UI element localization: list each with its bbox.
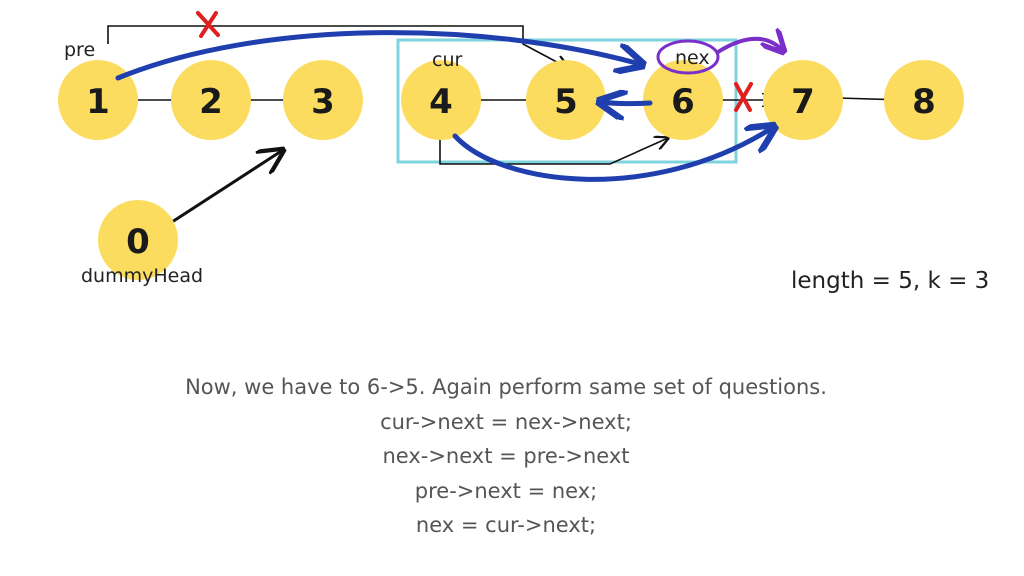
node-4-label: 4 bbox=[429, 82, 453, 122]
caption-line-1: Now, we have to 6->5. Again perform same… bbox=[185, 375, 827, 399]
node-0-label: 0 bbox=[126, 222, 150, 262]
dummy-head-label: dummyHead bbox=[81, 265, 203, 287]
node-5-label: 5 bbox=[554, 82, 578, 122]
new-link-1-to-6 bbox=[115, 30, 640, 81]
node-3 bbox=[283, 60, 363, 140]
cross-mark-6-to-7 bbox=[734, 82, 753, 112]
new-link-6-to-5 bbox=[602, 102, 653, 104]
nex-label: nex bbox=[675, 47, 710, 69]
old-link-1-to-5 bbox=[107, 25, 568, 68]
removed-link-marks bbox=[196, 11, 753, 112]
node-2 bbox=[171, 60, 251, 140]
node-5 bbox=[526, 60, 606, 140]
nex-highlight-circle bbox=[656, 39, 720, 75]
node-6-label: 6 bbox=[671, 82, 695, 122]
node-3-label: 3 bbox=[311, 82, 335, 122]
node-1-label: 1 bbox=[86, 82, 110, 122]
pre-label: pre bbox=[64, 39, 95, 61]
node-0 bbox=[98, 200, 178, 280]
node-labels: 1 2 3 4 5 6 7 8 0 bbox=[86, 82, 936, 262]
node-8 bbox=[884, 60, 964, 140]
caption-line-3: nex->next = pre->next bbox=[382, 444, 630, 468]
node-2-label: 2 bbox=[199, 82, 223, 122]
node-7-label: 7 bbox=[791, 82, 815, 122]
explanation-caption: Now, we have to 6->5. Again perform same… bbox=[0, 370, 1012, 543]
caption-line-2: cur->next = nex->next; bbox=[380, 409, 632, 434]
old-link-4-to-6 bbox=[439, 138, 668, 165]
nex-move-arrow bbox=[716, 39, 782, 52]
node-6 bbox=[643, 60, 723, 140]
link-0-to-3 bbox=[171, 150, 283, 224]
reverse-window-box bbox=[396, 38, 738, 164]
length-k-info: length = 5, k = 3 bbox=[791, 268, 990, 294]
cur-label: cur bbox=[432, 49, 462, 71]
cross-mark-top bbox=[196, 11, 220, 38]
caption-line-4: pre->next = nex; bbox=[414, 478, 598, 503]
node-7 bbox=[763, 60, 843, 140]
node-8-label: 8 bbox=[912, 82, 936, 122]
new-links bbox=[115, 30, 772, 182]
node-4 bbox=[401, 60, 481, 140]
caption-line-5: nex = cur->next; bbox=[415, 513, 597, 537]
new-link-4-to-7 bbox=[452, 128, 772, 182]
